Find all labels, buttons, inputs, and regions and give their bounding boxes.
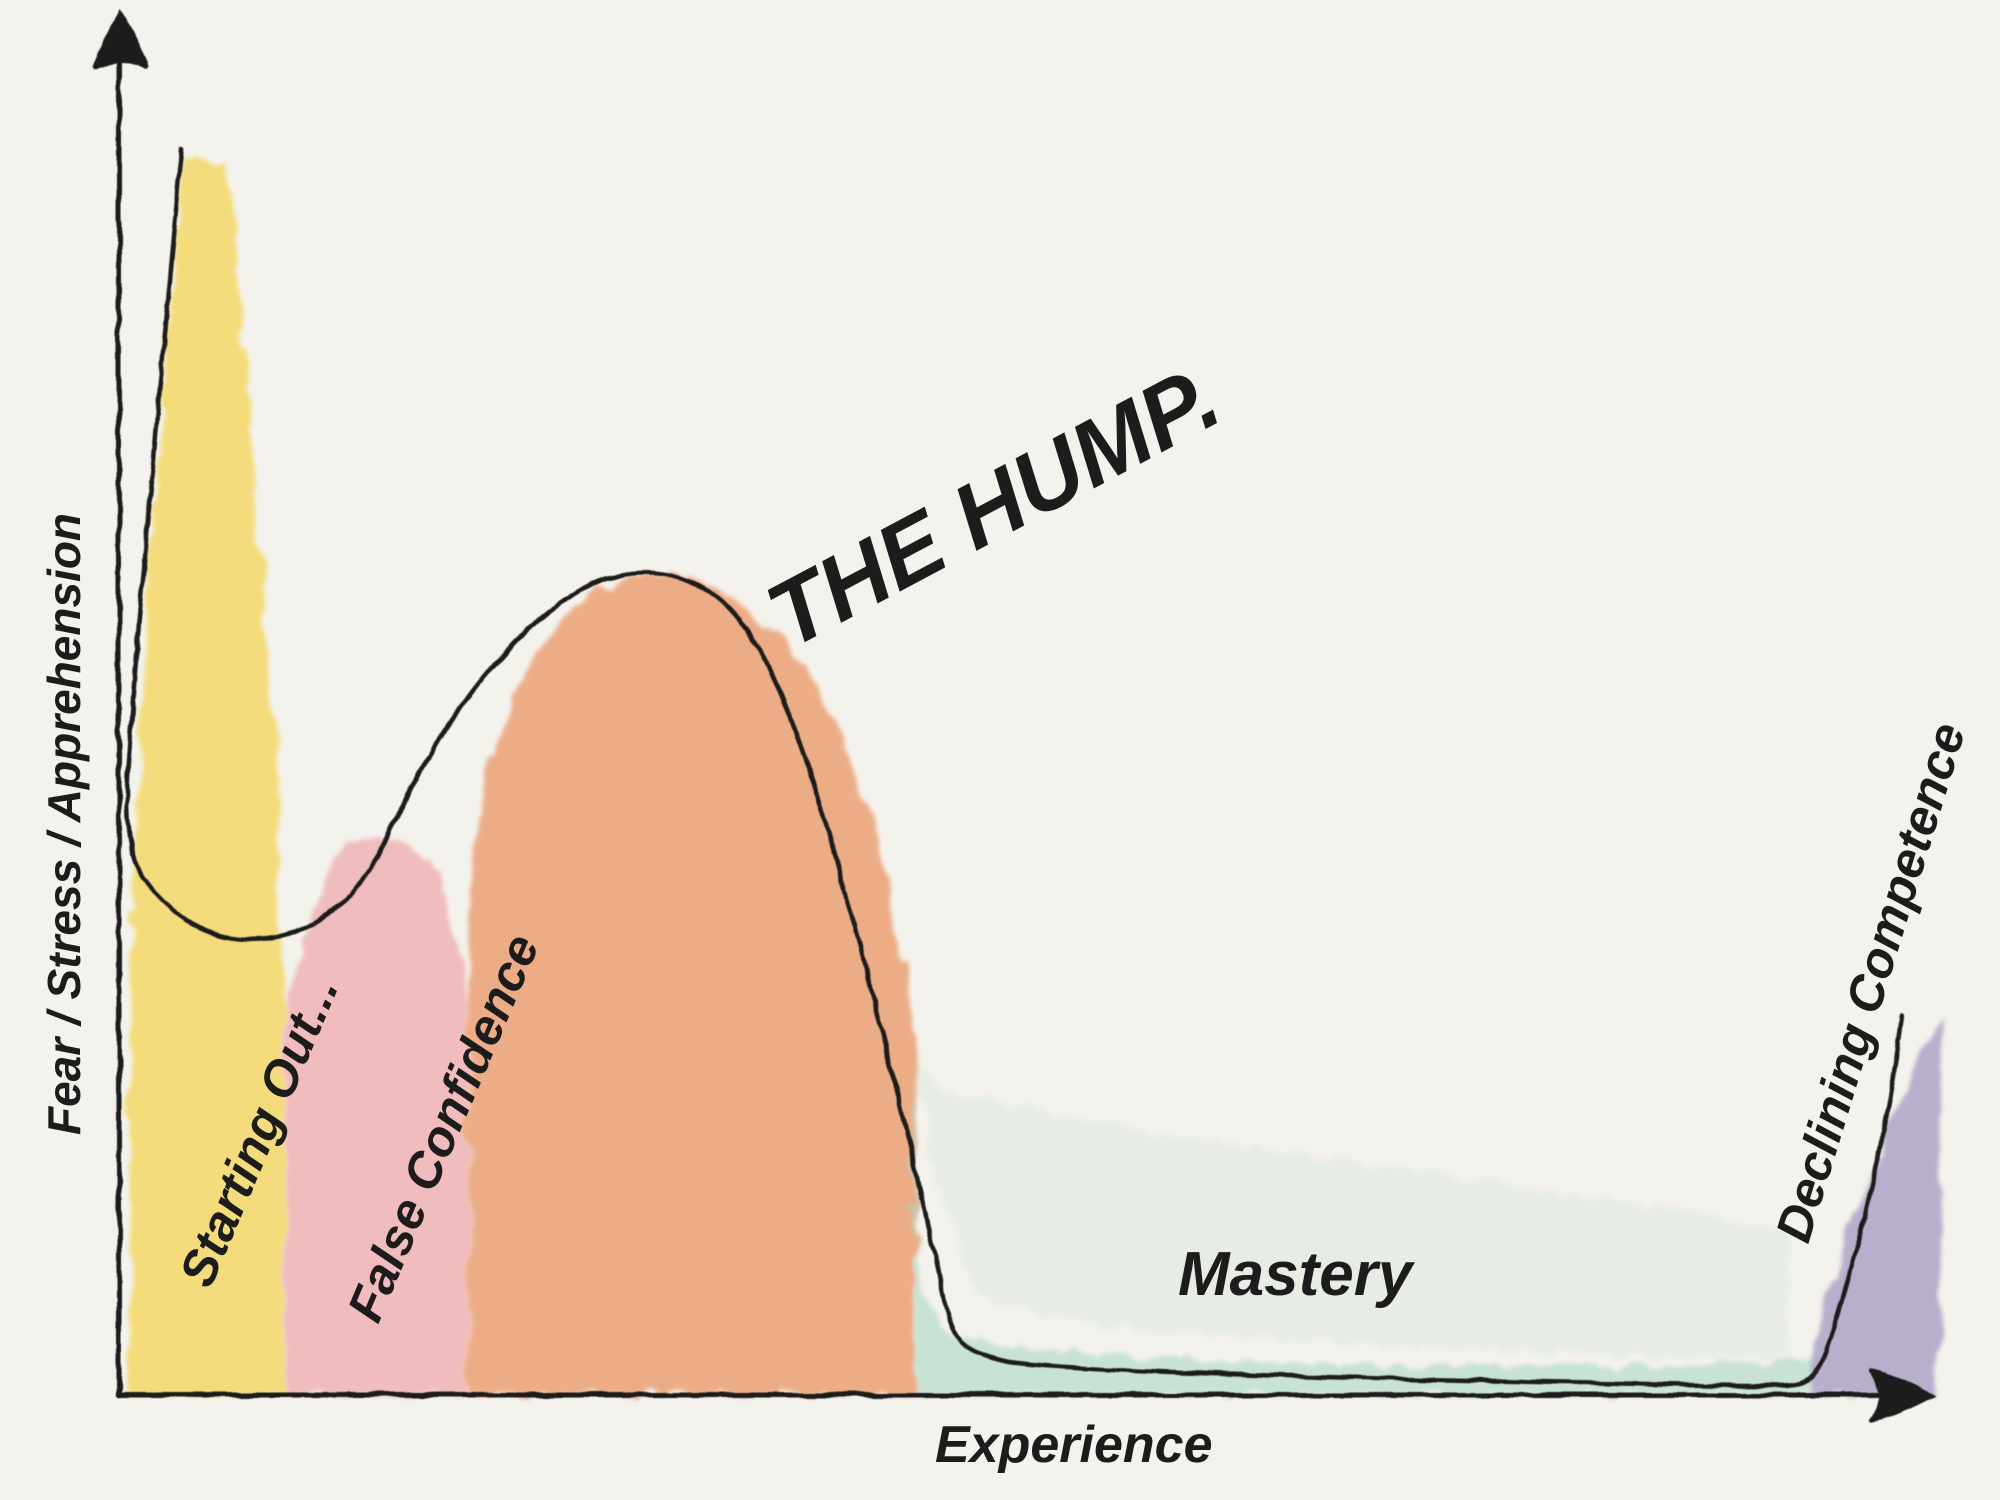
svg-text:Fear / Stress / Apprehension: Fear / Stress / Apprehension bbox=[38, 513, 90, 1135]
svg-text:Mastery: Mastery bbox=[1178, 1240, 1416, 1309]
svg-text:Experience: Experience bbox=[935, 1416, 1213, 1474]
